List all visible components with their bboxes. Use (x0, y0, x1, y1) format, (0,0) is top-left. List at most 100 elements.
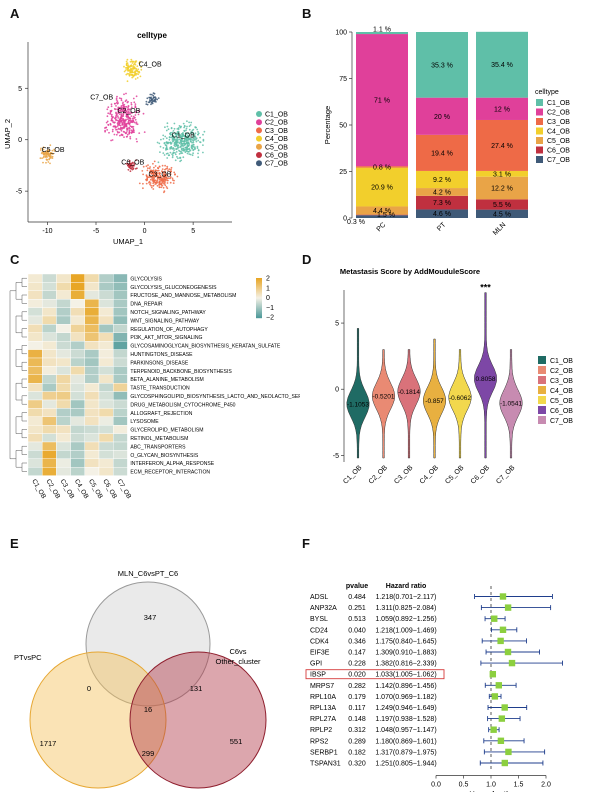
heatmap-cell (56, 332, 71, 342)
umap-point (173, 149, 176, 152)
umap-point (127, 105, 130, 107)
umap-point (126, 64, 128, 67)
heatmap-row-label: NOTCH_SIGNALING_PATHWAY (130, 310, 206, 316)
heatmap-dendrogram-branch (21, 361, 27, 371)
umap-point (114, 108, 117, 111)
umap-point (158, 142, 161, 145)
violin-legend-label: C4_OB (550, 388, 573, 395)
bar-x-tick-label: PC (376, 221, 388, 233)
umap-point (165, 146, 168, 149)
heatmap-cell (70, 315, 85, 325)
umap-legend-swatch (256, 119, 262, 126)
umap-point (128, 127, 131, 130)
heatmap-cell (84, 273, 100, 283)
heatmap-scale-step (256, 306, 262, 308)
forest-gene-label: SERBP1 (310, 749, 338, 756)
umap-point (152, 188, 155, 190)
heatmap-cell (84, 340, 100, 350)
umap-point (107, 106, 110, 109)
umap-point (158, 181, 161, 184)
umap-point (121, 107, 124, 110)
bar-data-label: 5.5 % (493, 202, 511, 209)
umap-point (130, 102, 133, 104)
umap-point (126, 72, 129, 75)
umap-point (161, 170, 164, 173)
umap-point (124, 119, 126, 122)
venn-count-right: 551 (230, 737, 243, 746)
heatmap-cell (98, 382, 114, 392)
umap-point (128, 131, 131, 134)
umap-point (135, 111, 138, 114)
umap-point (168, 138, 171, 141)
bar-data-label: 4.2 % (433, 189, 451, 196)
heatmap-cell (98, 399, 114, 409)
umap-point (187, 134, 190, 137)
umap-point (105, 121, 108, 124)
heatmap-scale-step (256, 288, 262, 290)
umap-point (133, 131, 135, 134)
forest-pvalue: 0.513 (348, 616, 366, 623)
umap-point (131, 73, 133, 76)
umap-point (180, 133, 183, 135)
umap-point (132, 120, 135, 123)
umap-point (113, 133, 116, 136)
umap-point (128, 66, 130, 68)
forest-point (499, 626, 507, 633)
forest-plot: pvalue Hazard ratio ADSL 0.484 1.218(0.701−2… (305, 583, 563, 792)
forest-header-pvalue: pvalue (346, 583, 368, 590)
heatmap-cell (27, 408, 43, 417)
heatmap-row-label: GLYCEROLIPID_METABOLISM (130, 428, 203, 434)
forest-gene-label: RPLP2 (310, 727, 332, 734)
umap-point (172, 130, 175, 132)
umap-point (164, 170, 167, 173)
umap-x-tick-label: -5 (93, 228, 99, 235)
umap-point (158, 165, 161, 168)
umap-point (183, 139, 186, 142)
violin-shape (346, 328, 370, 459)
heatmap-cell (42, 433, 57, 443)
umap-point (157, 166, 159, 169)
umap-point (117, 121, 120, 124)
heatmap-dendrogram-branch (15, 416, 22, 434)
heatmap-row-label: DNA_REPAIR (130, 302, 162, 308)
umap-point (177, 127, 180, 129)
violin-legend-label: C5_OB (550, 398, 573, 405)
bar-segment (416, 97, 468, 135)
umap-point (145, 103, 148, 105)
umap-point (173, 136, 176, 138)
umap-point (130, 129, 133, 132)
umap-point (171, 156, 174, 159)
umap-point (42, 148, 45, 151)
bar-data-label: 4.6 % (433, 211, 451, 218)
violin-shape (448, 349, 472, 459)
forest-pvalue: 0.147 (348, 650, 366, 657)
heatmap-cell (98, 340, 114, 350)
heatmap-cell (112, 340, 128, 350)
umap-x-tick-label: 5 (191, 228, 195, 235)
umap-point (53, 150, 56, 152)
umap-point (128, 166, 131, 168)
heatmap-cell (42, 324, 57, 334)
umap-point (165, 129, 168, 132)
umap-point (129, 67, 132, 70)
umap-point (49, 154, 51, 157)
forest-hr-text: 1.175(0.840−1.645) (375, 638, 436, 645)
heatmap-cell (42, 290, 57, 300)
heatmap-scale-step (256, 287, 262, 289)
heatmap-cell (84, 282, 100, 291)
heatmap-cell (56, 382, 71, 392)
umap-point (121, 123, 124, 126)
umap-point (154, 98, 157, 101)
bar-data-label: 35.3 % (431, 62, 453, 69)
umap-point (196, 128, 199, 131)
forest-x-label: Hazard ratio (469, 790, 513, 792)
umap-point (115, 101, 118, 104)
heatmap-scale-step (256, 278, 262, 280)
umap-point (159, 151, 161, 154)
umap-point (115, 133, 118, 136)
bar-segment (416, 134, 468, 171)
forest-point (498, 715, 506, 722)
umap-point (174, 153, 177, 156)
umap-point (191, 154, 194, 157)
heatmap-cell (84, 307, 100, 317)
